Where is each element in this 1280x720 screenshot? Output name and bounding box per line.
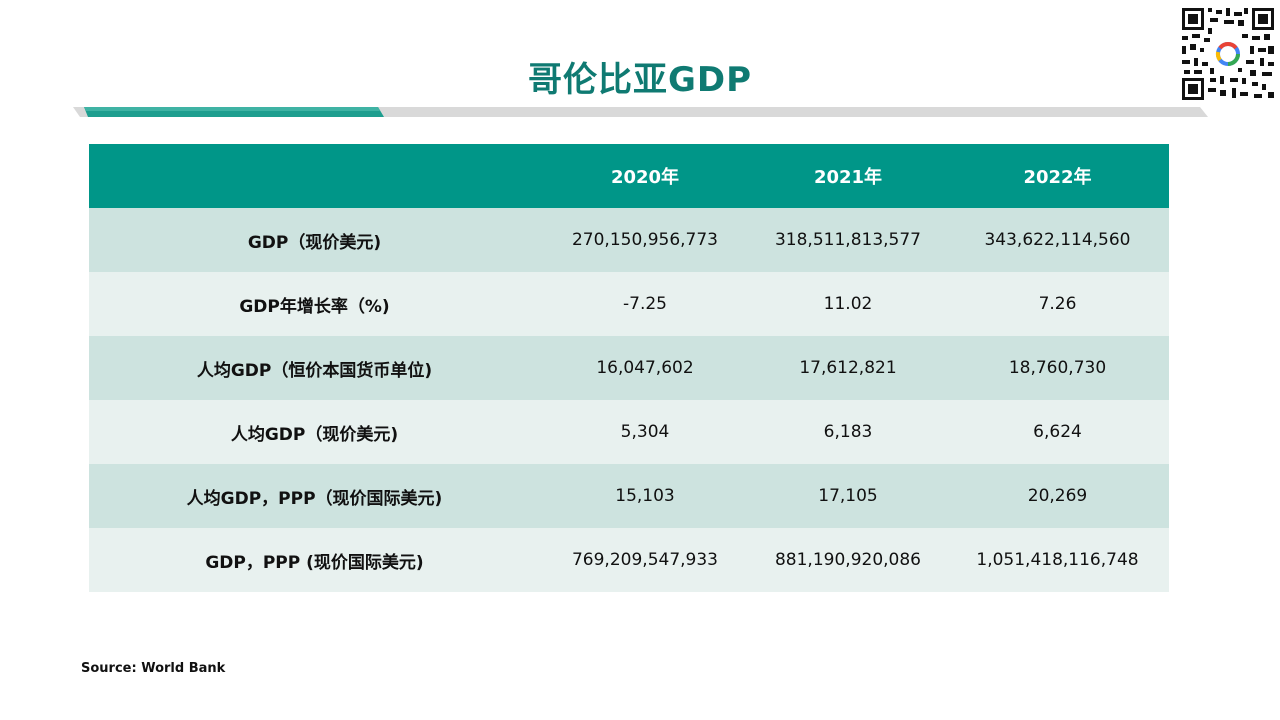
row-label: 人均GDP，PPP（现价国际美元) xyxy=(89,464,540,528)
cell-value: 15,103 xyxy=(540,464,750,528)
cell-value: 5,304 xyxy=(540,400,750,464)
cell-value: 343,622,114,560 xyxy=(946,208,1169,272)
cell-value: 7.26 xyxy=(946,272,1169,336)
header-cell-2022: 2022年 xyxy=(946,144,1169,208)
header-cell-blank xyxy=(89,144,540,208)
gdp-table: 2020年 2021年 2022年 GDP（现价美元) 270,150,956,… xyxy=(89,144,1169,592)
row-label: GDP（现价美元) xyxy=(89,208,540,272)
cell-value: 17,105 xyxy=(750,464,946,528)
table-row: 人均GDP（现价美元) 5,304 6,183 6,624 xyxy=(89,400,1169,464)
cell-value: 6,183 xyxy=(750,400,946,464)
cell-value: 318,511,813,577 xyxy=(750,208,946,272)
table-row: GDP年增长率（%) -7.25 11.02 7.26 xyxy=(89,272,1169,336)
cell-value: 20,269 xyxy=(946,464,1169,528)
page-title: 哥伦比亚GDP xyxy=(527,60,753,100)
table-row: 人均GDP，PPP（现价国际美元) 15,103 17,105 20,269 xyxy=(89,464,1169,528)
table-header-row: 2020年 2021年 2022年 xyxy=(89,144,1169,208)
cell-value: 881,190,920,086 xyxy=(750,528,946,592)
title-underline-bar xyxy=(73,107,1208,117)
header-cell-2020: 2020年 xyxy=(540,144,750,208)
cell-value: 18,760,730 xyxy=(946,336,1169,400)
source-note: Source: World Bank xyxy=(81,661,226,676)
cell-value: 6,624 xyxy=(946,400,1169,464)
header-cell-2021: 2021年 xyxy=(750,144,946,208)
cell-value: 1,051,418,116,748 xyxy=(946,528,1169,592)
cell-value: 270,150,956,773 xyxy=(540,208,750,272)
cell-value: 769,209,547,933 xyxy=(540,528,750,592)
qr-code-icon xyxy=(1180,6,1276,102)
table-row: GDP，PPP (现价国际美元) 769,209,547,933 881,190… xyxy=(89,528,1169,592)
row-label: GDP年增长率（%) xyxy=(89,272,540,336)
cell-value: 11.02 xyxy=(750,272,946,336)
row-label: 人均GDP（现价美元) xyxy=(89,400,540,464)
row-label: GDP，PPP (现价国际美元) xyxy=(89,528,540,592)
cell-value: 17,612,821 xyxy=(750,336,946,400)
row-label: 人均GDP（恒价本国货币单位) xyxy=(89,336,540,400)
cell-value: 16,047,602 xyxy=(540,336,750,400)
table-row: 人均GDP（恒价本国货币单位) 16,047,602 17,612,821 18… xyxy=(89,336,1169,400)
cell-value: -7.25 xyxy=(540,272,750,336)
table-row: GDP（现价美元) 270,150,956,773 318,511,813,57… xyxy=(89,208,1169,272)
